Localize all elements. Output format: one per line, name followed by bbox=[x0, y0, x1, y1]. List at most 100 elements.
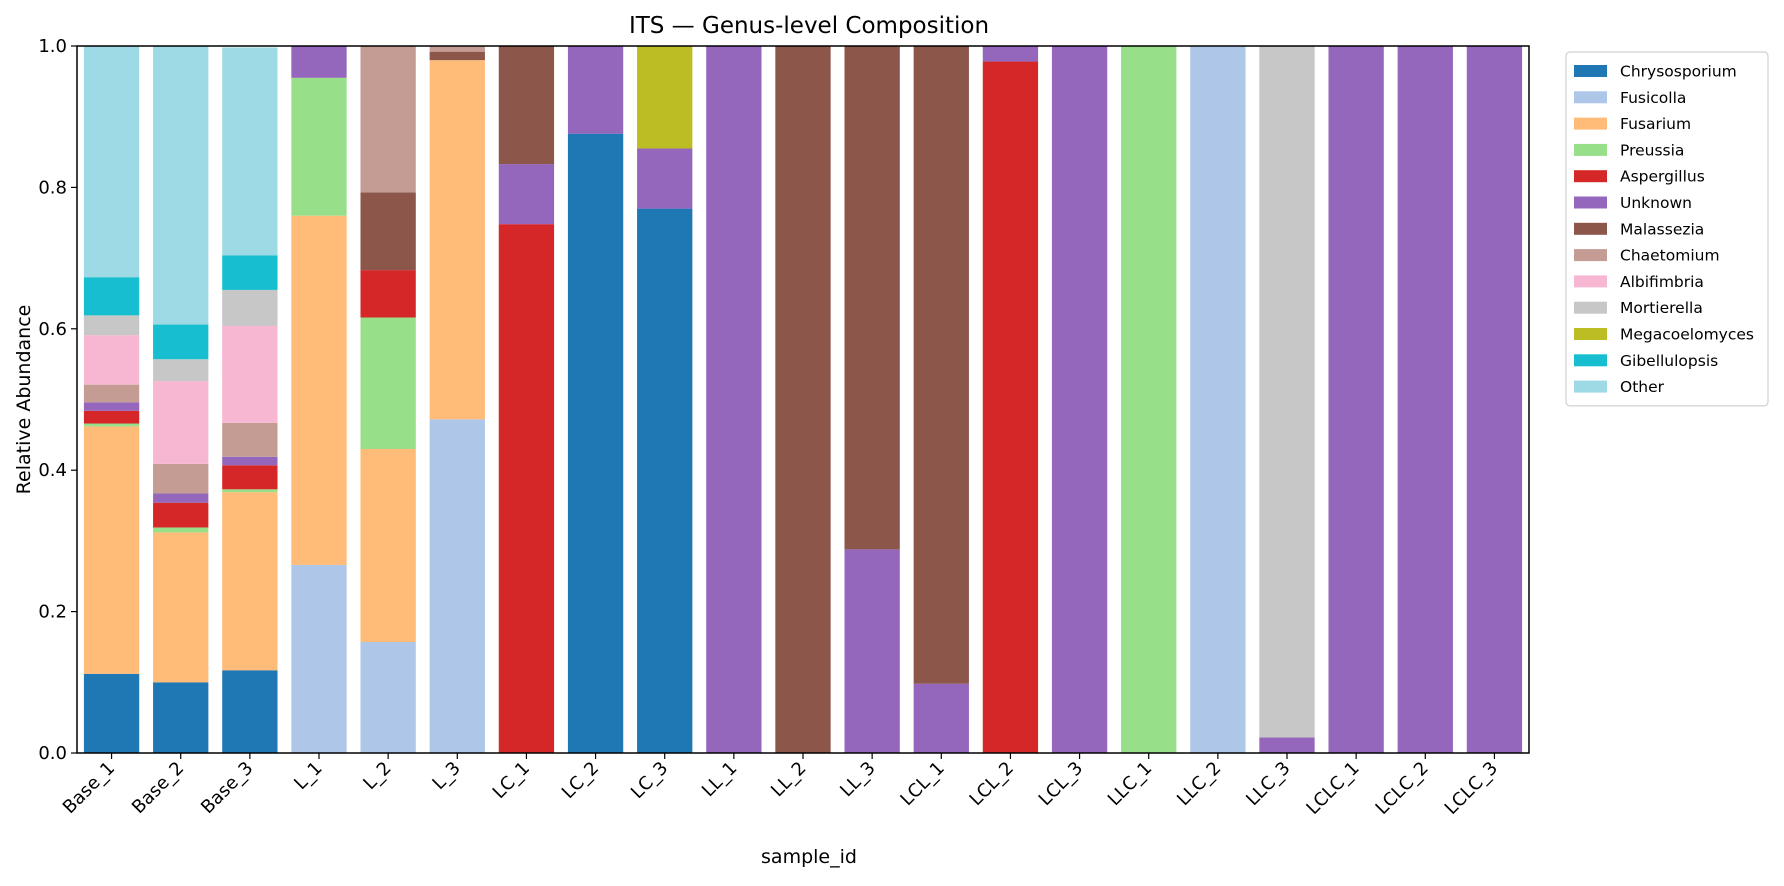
bar-stack-LL_1 bbox=[706, 46, 762, 753]
bar-stack-LCL_2 bbox=[982, 46, 1039, 754]
legend-item-aspergillus: Aspergillus bbox=[1574, 168, 1705, 186]
bar-segment-preussia-base_2 bbox=[153, 527, 209, 533]
bar-segment-mortierella-llc_3 bbox=[1259, 46, 1315, 738]
bar-segment-unknown-lclc_2 bbox=[1397, 46, 1453, 753]
bar-stack-LLC_3 bbox=[1259, 46, 1315, 753]
legend-swatch bbox=[1574, 196, 1607, 209]
bar-segment-unknown-ll_3 bbox=[844, 549, 900, 753]
legend: Chrysosporium Fusicolla Fusarium Preussia As… bbox=[1565, 51, 1769, 407]
bar-segment-chaetomium-base_1 bbox=[83, 384, 140, 403]
bar-segment-aspergillus-base_2 bbox=[153, 502, 209, 528]
bar-segment-other-base_1 bbox=[83, 46, 140, 278]
bar-segment-unknown-l_1 bbox=[291, 46, 347, 78]
bar-segment-albifimbria-base_1 bbox=[83, 335, 140, 385]
legend-item-mortierella: Mortierella bbox=[1574, 299, 1703, 317]
bar-segment-gibellulopsis-base_2 bbox=[153, 324, 209, 360]
legend-label: Chrysosporium bbox=[1620, 63, 1737, 81]
legend-item-albifimbria: Albifimbria bbox=[1574, 273, 1704, 291]
bar-segment-unknown-lclc_3 bbox=[1466, 46, 1523, 753]
bar-segment-other-base_3 bbox=[222, 47, 278, 256]
bar-segment-fusarium-l_3 bbox=[429, 60, 485, 420]
legend-item-preussia: Preussia bbox=[1574, 141, 1684, 159]
bar-segment-aspergillus-lcl_2 bbox=[982, 61, 1039, 754]
legend-item-chrysosporium: Chrysosporium bbox=[1574, 63, 1737, 81]
bar-stack-LL_2 bbox=[775, 46, 831, 753]
bar-segment-aspergillus-base_3 bbox=[222, 465, 278, 490]
bar-segment-aspergillus-base_1 bbox=[83, 410, 140, 424]
x-axis-label: sample_id bbox=[761, 846, 857, 868]
bar-segment-malassezia-ll_2 bbox=[775, 46, 831, 753]
bar-segment-malassezia-lcl_1 bbox=[913, 46, 969, 684]
bar-segment-unknown-ll_1 bbox=[706, 46, 762, 753]
bar-segment-albifimbria-base_2 bbox=[153, 381, 209, 464]
bar-segment-chrysosporium-base_2 bbox=[153, 682, 209, 753]
bar-segment-chaetomium-base_2 bbox=[153, 463, 209, 494]
bar-segment-other-base_2 bbox=[153, 46, 209, 325]
y-tick-label: 0.2 bbox=[38, 602, 67, 623]
bar-segment-malassezia-l_2 bbox=[360, 192, 416, 271]
bar-segment-chaetomium-base_3 bbox=[222, 422, 278, 457]
bar-segment-fusarium-base_2 bbox=[153, 532, 209, 683]
bar-segment-unknown-llc_3 bbox=[1259, 737, 1315, 753]
legend-label: Unknown bbox=[1620, 194, 1692, 212]
bars-layer bbox=[83, 46, 1523, 754]
bar-segment-preussia-base_3 bbox=[222, 489, 278, 493]
bar-segment-mortierella-base_1 bbox=[83, 315, 140, 336]
bar-segment-chrysosporium-lc_3 bbox=[637, 208, 693, 754]
legend-item-other: Other bbox=[1574, 378, 1665, 396]
bar-segment-gibellulopsis-base_3 bbox=[222, 255, 278, 290]
chart-title: ITS — Genus-level Composition bbox=[629, 13, 989, 39]
bar-stack-Base_2 bbox=[153, 46, 209, 753]
legend-swatch bbox=[1574, 328, 1607, 340]
legend-item-malassezia: Malassezia bbox=[1574, 220, 1704, 238]
legend-swatch bbox=[1574, 301, 1607, 314]
y-tick-label: 0.0 bbox=[38, 743, 67, 764]
bar-segment-unknown-lc_3 bbox=[637, 148, 693, 209]
bar-segment-albifimbria-base_3 bbox=[222, 325, 278, 423]
bar-segment-chaetomium-l_2 bbox=[360, 46, 416, 193]
legend-swatch bbox=[1574, 65, 1607, 77]
legend-swatch bbox=[1574, 249, 1607, 262]
legend-swatch bbox=[1574, 380, 1607, 393]
bar-segment-malassezia-lc_1 bbox=[498, 46, 555, 165]
bar-segment-unknown-lcl_1 bbox=[913, 683, 969, 753]
bar-segment-preussia-l_2 bbox=[360, 317, 416, 449]
legend-swatch bbox=[1574, 170, 1607, 183]
legend-label: Albifimbria bbox=[1620, 273, 1704, 291]
legend-label: Megacoelomyces bbox=[1620, 326, 1754, 344]
bar-segment-aspergillus-l_2 bbox=[360, 270, 416, 318]
legend-swatch bbox=[1574, 143, 1607, 156]
bar-segment-preussia-l_1 bbox=[291, 77, 347, 216]
legend-item-fusicolla: Fusicolla bbox=[1574, 89, 1686, 107]
bar-stack-LC_1 bbox=[498, 46, 555, 753]
bar-segment-megacoelomyces-lc_3 bbox=[637, 46, 693, 149]
legend-item-megacoelomyces: Megacoelomyces bbox=[1574, 326, 1754, 344]
bar-segment-mortierella-base_3 bbox=[222, 289, 278, 326]
bar-stack-LCLC_3 bbox=[1466, 46, 1523, 753]
bar-segment-fusicolla-l_3 bbox=[429, 419, 485, 753]
bar-segment-fusarium-base_3 bbox=[222, 492, 278, 671]
legend-swatch bbox=[1574, 91, 1607, 104]
bar-segment-unknown-base_1 bbox=[83, 402, 140, 411]
bar-segment-chrysosporium-lc_2 bbox=[567, 133, 624, 754]
bar-segment-unknown-base_2 bbox=[153, 493, 209, 503]
bar-stack-LCL_3 bbox=[1051, 46, 1108, 753]
bar-segment-fusarium-l_2 bbox=[360, 448, 416, 642]
bar-stack-L_2 bbox=[360, 46, 416, 753]
bar-segment-aspergillus-lc_1 bbox=[498, 224, 555, 753]
bar-stack-LC_3 bbox=[637, 46, 693, 754]
bar-segment-unknown-lcl_3 bbox=[1051, 46, 1108, 753]
legend-label: Other bbox=[1620, 378, 1665, 396]
legend-swatch bbox=[1574, 354, 1607, 367]
legend-item-chaetomium: Chaetomium bbox=[1574, 247, 1720, 265]
bar-segment-unknown-base_3 bbox=[222, 456, 278, 466]
bar-stack-LL_3 bbox=[844, 46, 900, 753]
y-axis: 0.0 0.2 0.4 0.6 0.8 1.0 bbox=[38, 36, 77, 764]
bar-segment-fusicolla-llc_2 bbox=[1190, 46, 1246, 753]
legend-label: Malassezia bbox=[1620, 220, 1704, 238]
legend-frame bbox=[1565, 51, 1769, 407]
legend-label: Preussia bbox=[1620, 141, 1684, 159]
bar-stack-Base_1 bbox=[83, 46, 140, 753]
